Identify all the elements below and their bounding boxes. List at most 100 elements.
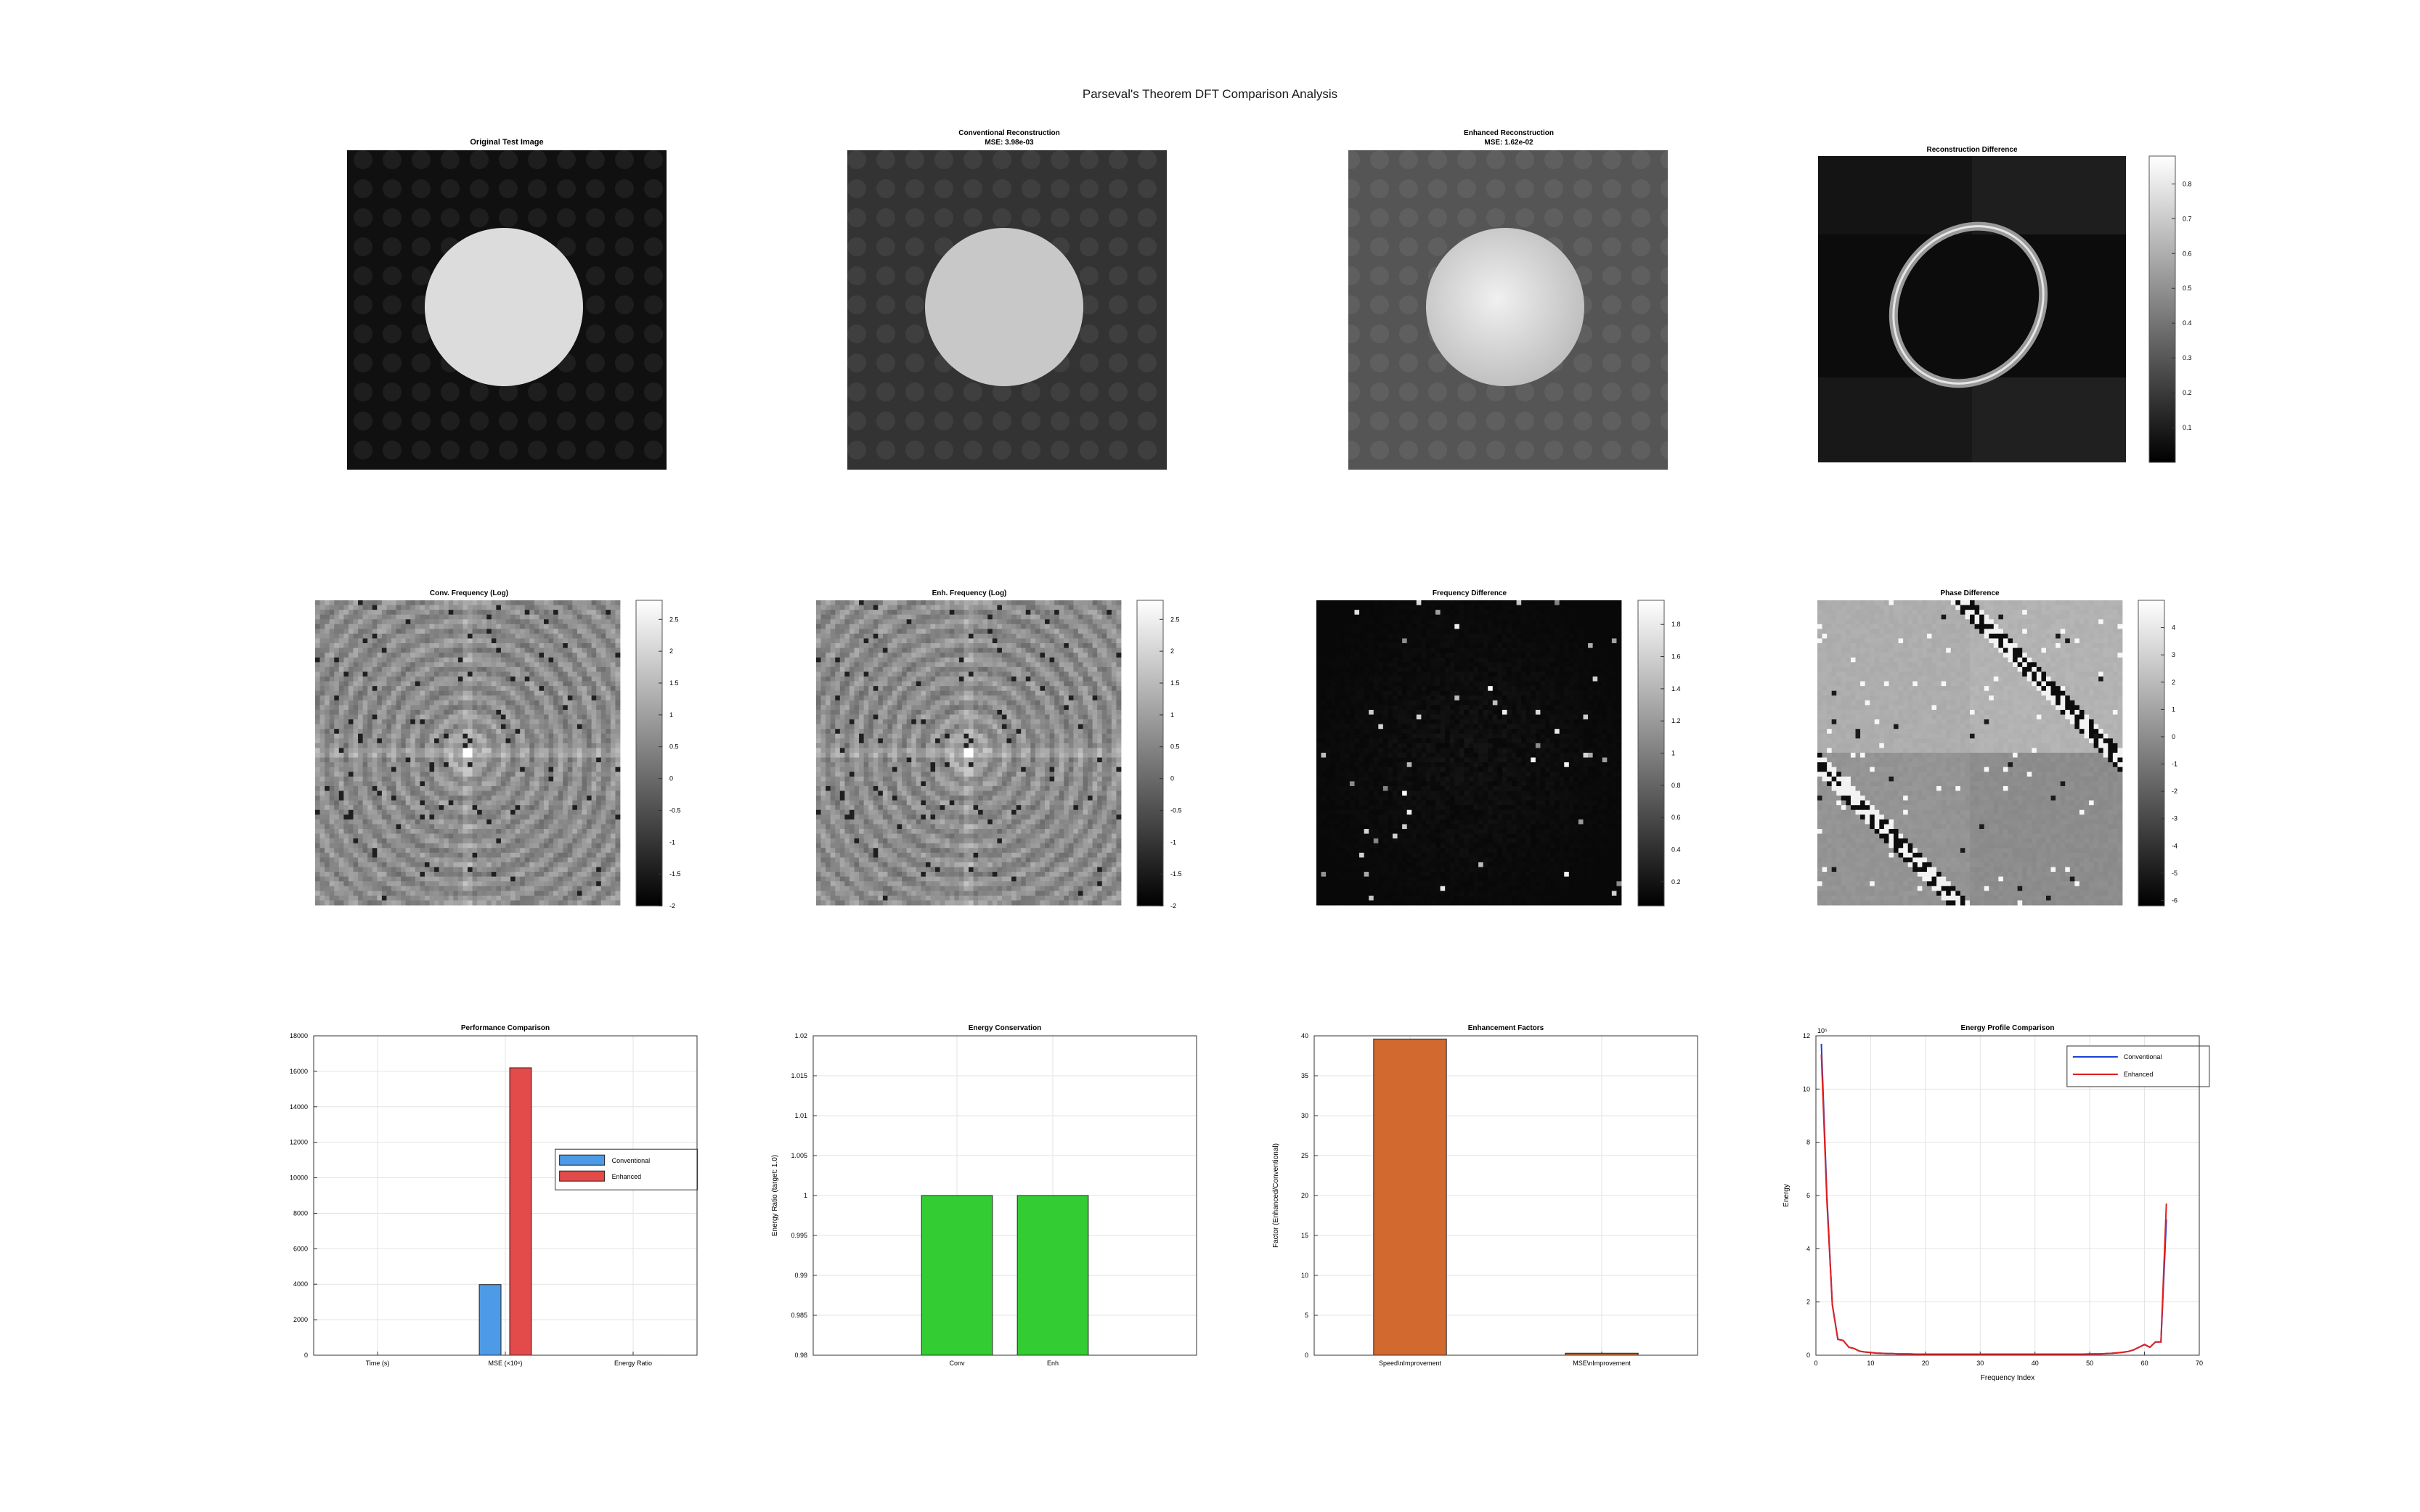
heatmap-cell <box>448 767 454 772</box>
heatmap-cell <box>448 895 454 901</box>
heatmap-cell <box>863 624 869 629</box>
heatmap-cell <box>878 653 884 658</box>
heatmap-cell <box>600 843 606 849</box>
heatmap-cell <box>396 743 402 748</box>
heatmap-cell <box>606 862 611 867</box>
heatmap-cell <box>424 700 430 706</box>
heatmap-cell <box>477 805 483 811</box>
heatmap-cell <box>1088 629 1093 634</box>
heatmap-cell <box>325 824 330 830</box>
heatmap-cell <box>410 605 416 610</box>
heatmap-cell <box>486 677 492 682</box>
heatmap-cell <box>520 862 526 867</box>
heatmap-cell <box>553 809 559 815</box>
heatmap-cell <box>615 848 621 854</box>
heatmap-cell <box>982 624 988 629</box>
heatmap-cell <box>386 800 392 806</box>
heatmap-cell <box>1101 614 1107 620</box>
heatmap-cell <box>444 748 449 753</box>
heatmap-cell <box>992 657 998 663</box>
heatmap-cell <box>477 872 483 878</box>
heatmap-cell <box>468 709 473 715</box>
heatmap-cell <box>343 862 349 867</box>
heatmap-cell <box>472 719 478 725</box>
heatmap-cell <box>401 872 407 878</box>
heatmap-cell <box>534 762 539 768</box>
heatmap-cell <box>868 653 874 658</box>
heatmap-cell <box>457 805 463 811</box>
heatmap-cell <box>982 619 988 625</box>
heatmap-cell <box>486 629 492 634</box>
heatmap-cell <box>596 886 602 891</box>
heatmap-cell <box>558 719 563 725</box>
heatmap-cell <box>826 647 831 653</box>
heatmap-cell <box>415 690 420 696</box>
heatmap-cell <box>338 681 344 687</box>
heatmap-cell <box>567 862 573 867</box>
heatmap-cell <box>510 852 516 858</box>
heatmap-cell <box>444 805 449 811</box>
heatmap-cell <box>534 662 539 668</box>
heatmap-cell <box>338 809 344 815</box>
heatmap-cell <box>329 757 335 763</box>
heatmap-cell <box>367 643 373 649</box>
heatmap-cell <box>548 629 554 634</box>
heatmap-cell <box>577 819 582 825</box>
heatmap-cell <box>353 862 359 867</box>
heatmap-cell <box>405 638 411 644</box>
heatmap-cell <box>381 757 387 763</box>
heatmap-cell <box>353 733 359 739</box>
heatmap-cell <box>329 895 335 901</box>
heatmap-cell <box>548 743 554 748</box>
heatmap-cell <box>315 714 320 720</box>
heatmap-cell <box>396 891 402 896</box>
heatmap-cell <box>401 881 407 887</box>
heatmap-cell <box>453 653 459 658</box>
heatmap-cell <box>325 677 330 682</box>
heatmap-cell <box>463 867 468 873</box>
heatmap-cell <box>572 838 578 844</box>
heatmap-cell <box>477 643 483 649</box>
heatmap-cell <box>1101 619 1107 625</box>
heatmap-cell <box>572 681 578 687</box>
heatmap-cell <box>472 886 478 891</box>
heatmap-cell <box>515 705 521 711</box>
heatmap-cell <box>434 624 440 629</box>
heatmap-cell <box>534 729 539 735</box>
heatmap-cell <box>491 829 497 834</box>
heatmap-cell <box>481 681 487 687</box>
heatmap-cell <box>1064 633 1070 639</box>
heatmap-cell <box>591 757 597 763</box>
heatmap-cell <box>401 719 407 725</box>
heatmap-cell <box>958 657 964 663</box>
heatmap-cell <box>600 653 606 658</box>
heatmap-cell <box>539 762 545 768</box>
heatmap-cell <box>534 671 539 677</box>
heatmap-cell <box>463 757 468 763</box>
heatmap-cell <box>386 872 392 878</box>
heatmap-cell <box>420 796 425 801</box>
heatmap-cell <box>424 743 430 748</box>
heatmap-cell <box>348 638 354 644</box>
heatmap-cell <box>434 891 440 896</box>
heatmap-cell <box>505 614 511 620</box>
heatmap-cell <box>372 681 378 687</box>
heatmap-cell <box>548 677 554 682</box>
heatmap-cell <box>1092 647 1098 653</box>
heatmap-cell <box>472 681 478 687</box>
heatmap-cell <box>544 814 549 820</box>
heatmap-cell <box>515 867 521 873</box>
heatmap-cell <box>424 800 430 806</box>
heatmap-cell <box>439 662 444 668</box>
heatmap-cell <box>381 862 387 867</box>
heatmap-cell <box>439 724 444 730</box>
heatmap-cell <box>477 647 483 653</box>
heatmap-cell <box>544 738 549 744</box>
heatmap-cell <box>472 809 478 815</box>
heatmap-cell <box>457 886 463 891</box>
heatmap-cell <box>577 900 582 906</box>
heatmap-cell <box>372 833 378 839</box>
heatmap-cell <box>510 790 516 796</box>
heatmap-cell <box>505 657 511 663</box>
heatmap-cell <box>925 605 931 610</box>
